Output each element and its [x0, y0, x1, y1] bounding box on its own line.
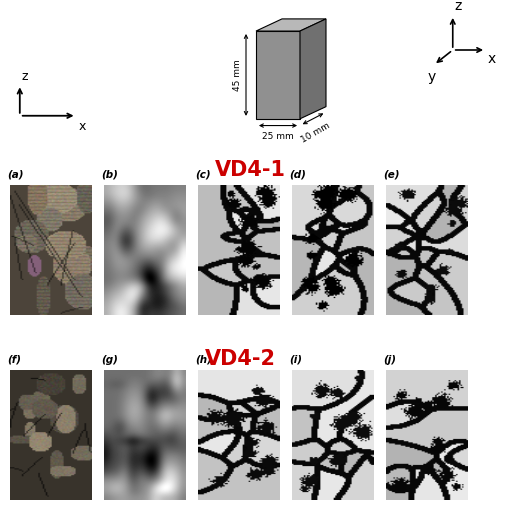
Text: (g): (g) — [101, 355, 117, 365]
Text: y: y — [428, 70, 436, 84]
Text: (a): (a) — [7, 170, 23, 180]
Text: z: z — [455, 0, 462, 13]
Text: 45 mm: 45 mm — [233, 59, 242, 91]
Text: x: x — [488, 52, 496, 66]
Text: (d): (d) — [289, 170, 306, 180]
Text: (f): (f) — [7, 355, 21, 365]
Text: (b): (b) — [101, 170, 117, 180]
Text: (h): (h) — [195, 355, 212, 365]
Text: (i): (i) — [289, 355, 302, 365]
Text: (c): (c) — [195, 170, 210, 180]
Text: x: x — [78, 120, 86, 133]
Text: VD4-1: VD4-1 — [214, 160, 285, 180]
Text: 25 mm: 25 mm — [262, 132, 294, 141]
Text: VD4-2: VD4-2 — [205, 349, 275, 369]
Text: z: z — [22, 70, 28, 83]
Text: (e): (e) — [383, 170, 399, 180]
Text: 10 mm: 10 mm — [300, 121, 332, 144]
Polygon shape — [256, 19, 326, 31]
Polygon shape — [300, 19, 326, 119]
Polygon shape — [256, 31, 300, 119]
Text: (j): (j) — [383, 355, 396, 365]
